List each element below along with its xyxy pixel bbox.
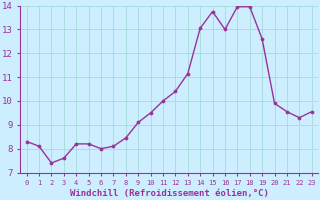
X-axis label: Windchill (Refroidissement éolien,°C): Windchill (Refroidissement éolien,°C) — [70, 189, 268, 198]
